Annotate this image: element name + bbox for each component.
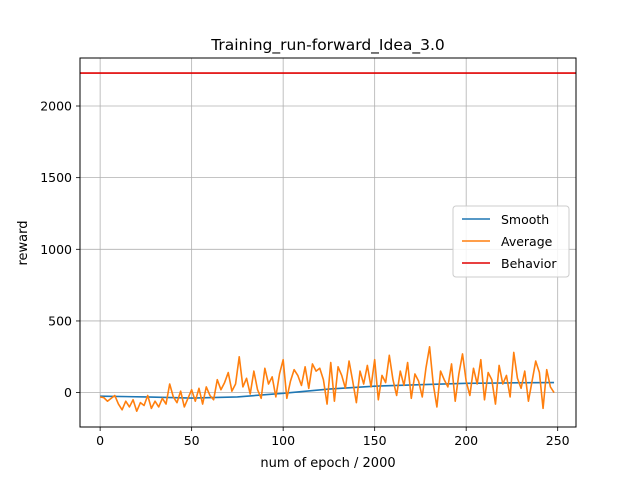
- legend-box: [452, 205, 570, 278]
- x-tick-label: 100: [271, 433, 295, 448]
- y-tick-label: 2000: [40, 99, 72, 114]
- x-tick-label: 50: [184, 433, 200, 448]
- legend: Smooth Average Behavior: [452, 205, 570, 278]
- legend-label-behavior: Behavior: [501, 256, 557, 271]
- grid: [80, 58, 576, 427]
- x-tick-label: 250: [546, 433, 570, 448]
- y-axis-ticks: 0 500 1000 1500 2000: [40, 99, 80, 400]
- x-axis-label: num of epoch / 2000: [260, 456, 395, 471]
- y-tick-label: 0: [64, 385, 72, 400]
- y-axis-label: reward: [16, 220, 31, 265]
- legend-label-average: Average: [501, 234, 553, 249]
- x-axis-ticks: 0 50 100 150 200 250: [96, 427, 570, 448]
- y-tick-label: 1000: [40, 242, 72, 257]
- chart-title: Training_run-forward_Idea_3.0: [210, 36, 445, 55]
- x-tick-label: 150: [363, 433, 387, 448]
- x-tick-label: 0: [96, 433, 104, 448]
- plot-frame: [79, 57, 577, 428]
- plot-lines: [80, 72, 576, 413]
- legend-label-smooth: Smooth: [501, 212, 549, 227]
- y-tick-label: 1500: [40, 170, 72, 185]
- y-tick-label: 500: [48, 313, 72, 328]
- series-line-average: [99, 345, 555, 413]
- x-tick-label: 200: [454, 433, 478, 448]
